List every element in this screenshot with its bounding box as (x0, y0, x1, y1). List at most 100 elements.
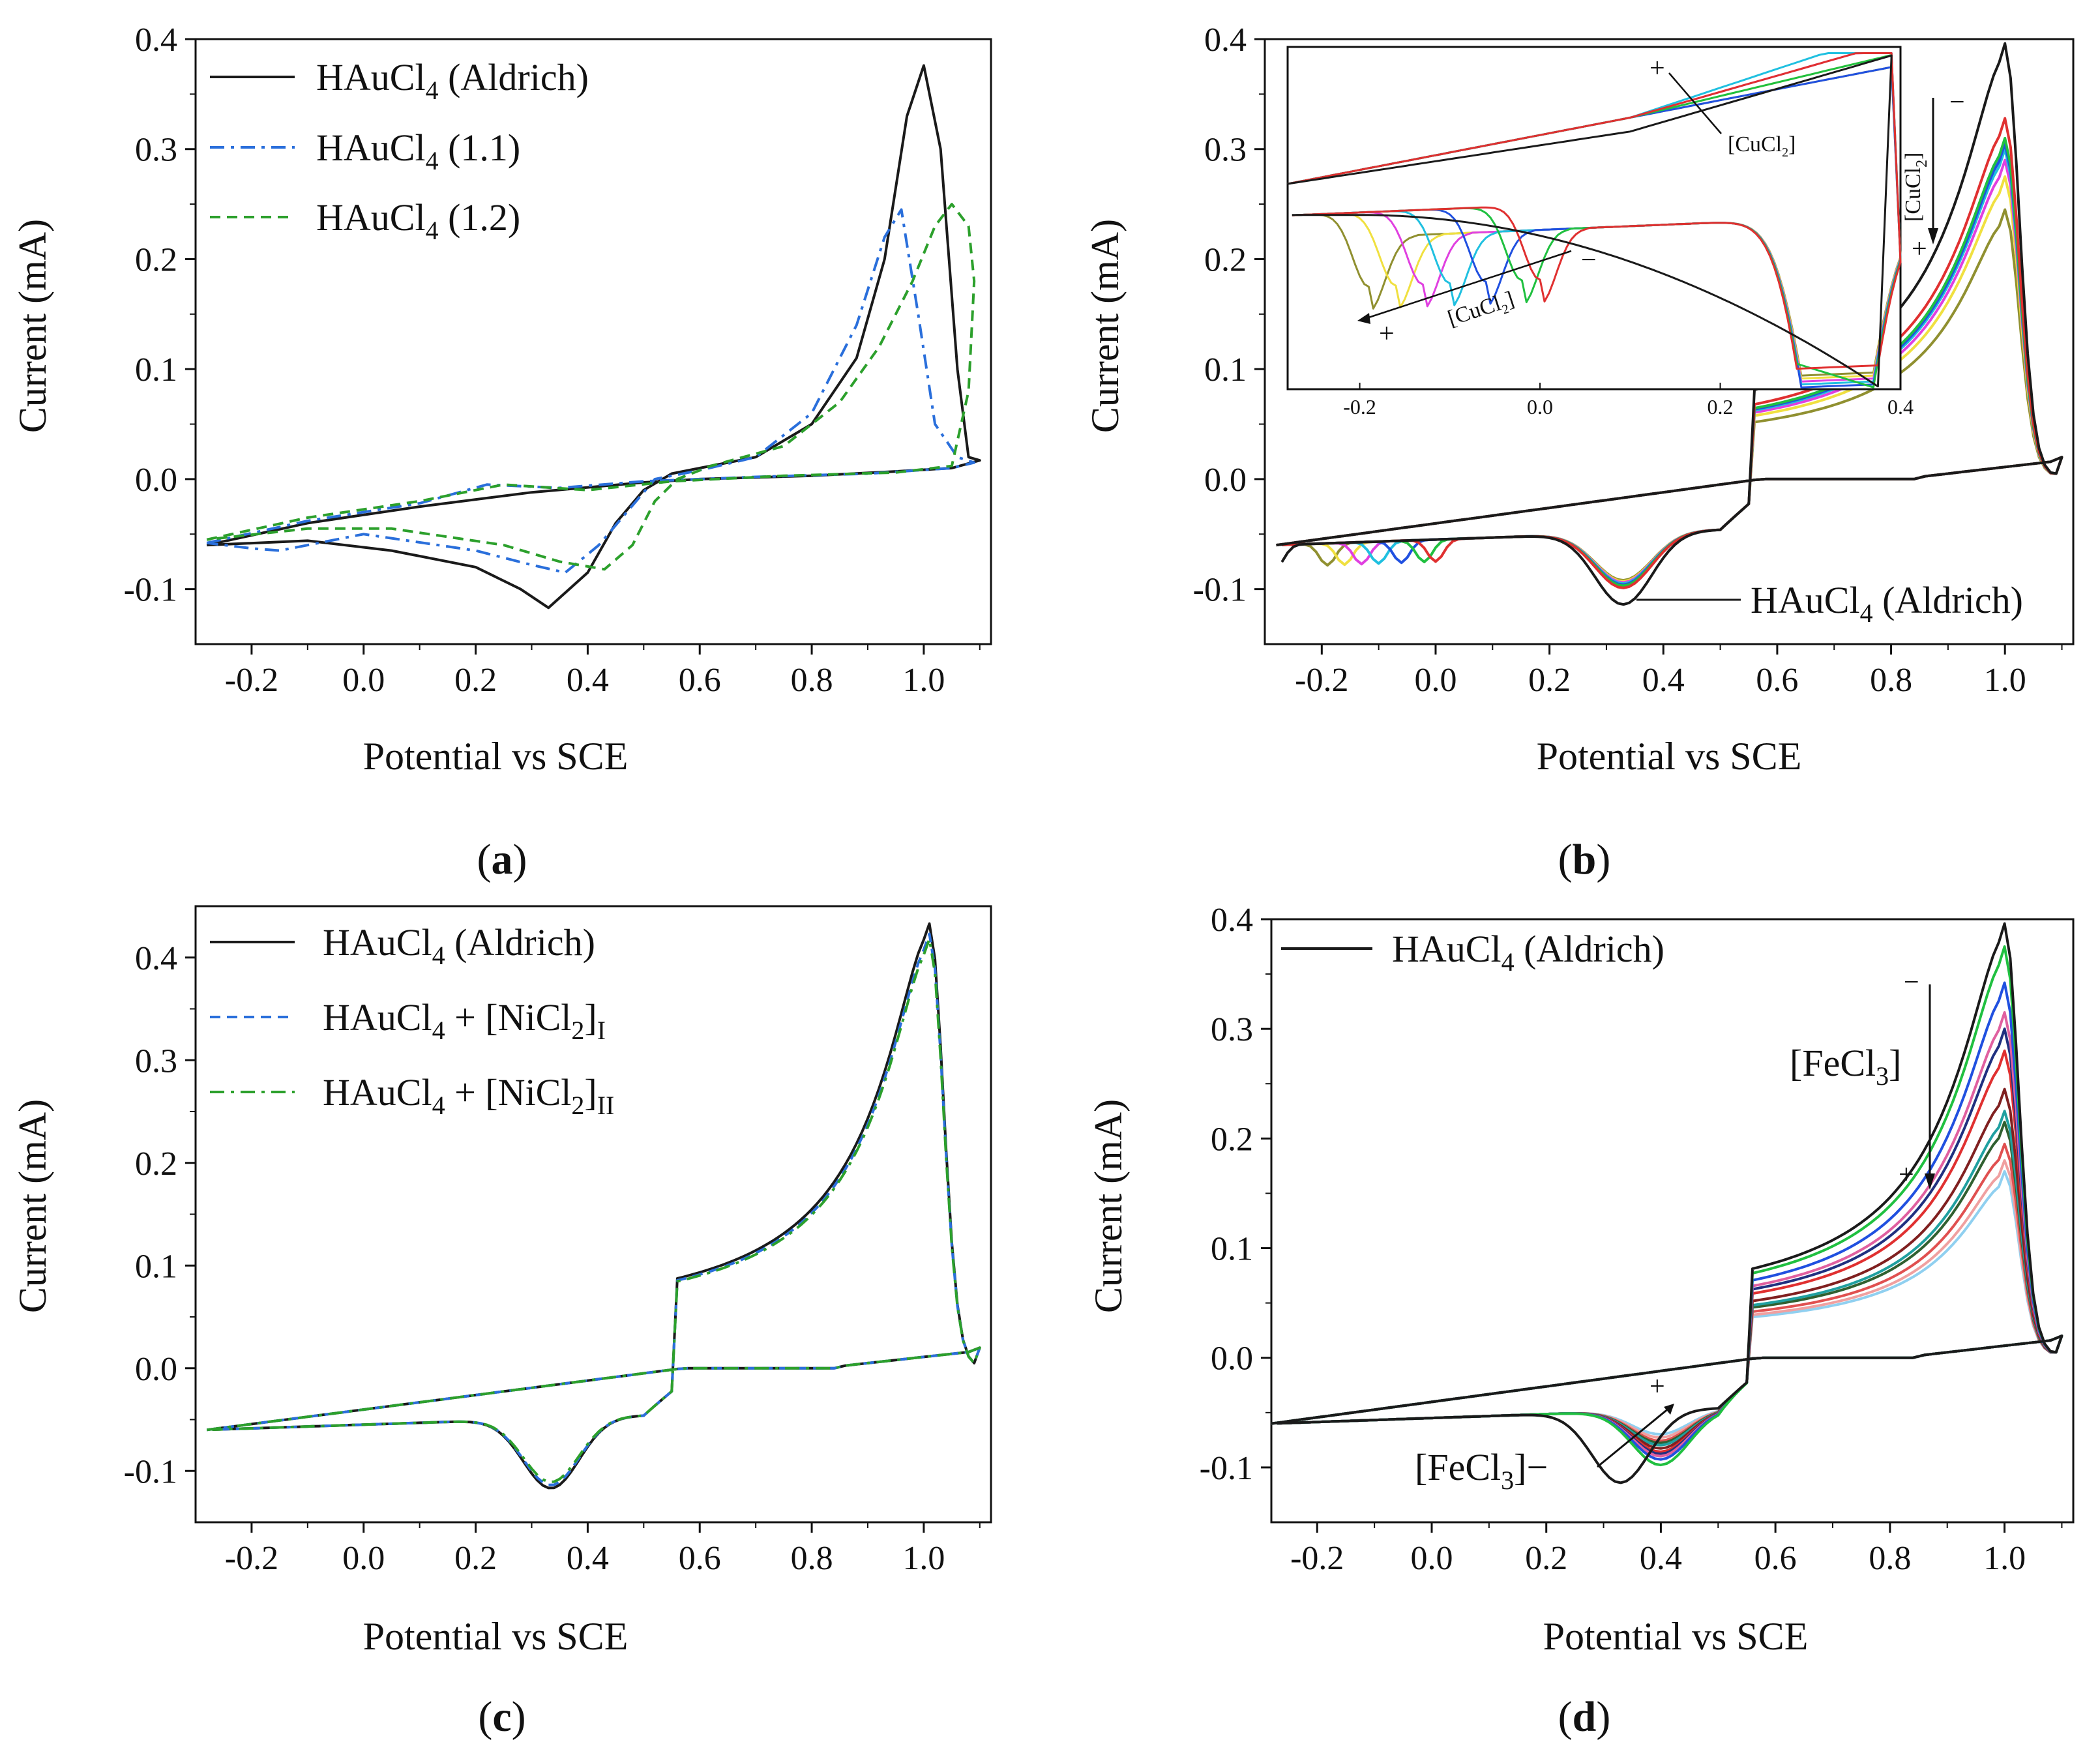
panel-a-ytick-label: 0.0 (135, 462, 177, 499)
panel-a-ytick-label: 0.4 (135, 22, 177, 59)
panel-d-arrow-bottom-head (1664, 1404, 1674, 1415)
panel-d-arrow-bottom-shaft (1597, 1407, 1670, 1468)
panel-d-series-0 (1271, 1170, 2063, 1436)
panel-a-xlabel: Potential vs SCE (363, 735, 629, 778)
panel-b-inset-xtick-label: 0.2 (1708, 395, 1734, 419)
panel-a-legend-text-1: HAuCl4 (1.1) (316, 126, 520, 175)
panel-b-inset-xtick-label: 0.0 (1527, 395, 1553, 419)
panel-b-inset-arrow-top-label: [CuCl2] (1728, 132, 1796, 160)
panel-b-xtick-label: 0.6 (1756, 662, 1798, 699)
panel-b-ytick-label: 0.4 (1204, 22, 1247, 59)
panel-a-xtick-label: 0.2 (454, 662, 497, 699)
panel-c-ticks: -0.2 0.0 0.2 0.4 0.6 0.8 1.0 -0.1 0.0 0.1 0.2 0.3 0.… (124, 940, 981, 1577)
panel-b-xtick-label: 1.0 (1984, 662, 2026, 699)
panel-d-series-2 (1271, 1142, 2063, 1443)
panel-b-arrow-plus: + (1912, 234, 1927, 264)
panel-d-label-close: ) (1596, 1693, 1610, 1741)
panel-b-inset-arrow-top-plus: + (1649, 53, 1665, 83)
panel-d-label-letter: d (1573, 1693, 1597, 1741)
panel-d-arrow-top-plus: + (1899, 1160, 1914, 1190)
panel-a-ylabel: Current (mA) (11, 219, 54, 433)
panel-a-ytick-label: -0.1 (124, 572, 177, 609)
panel-b-ytick-label: 0.3 (1204, 132, 1247, 169)
panel-b-xtick-label: 0.8 (1870, 662, 1912, 699)
panel-b-inset-ticks: -0.2 0.0 0.2 0.4 (1343, 383, 1914, 419)
panel-b-xtick-label: 0.4 (1642, 662, 1685, 699)
panel-c-legend-text-0: HAuCl4 (Aldrich) (323, 921, 595, 970)
panel-d-ticks: -0.2 0.0 0.2 0.4 0.6 0.8 1.0 -0.1 0.0 0.1 0.2 0.3 0.… (1200, 902, 2063, 1577)
panel-c-ytick-label: 0.0 (135, 1351, 177, 1388)
panel-d-xtick-label: 0.2 (1525, 1540, 1567, 1577)
panel-c-xlabel: Potential vs SCE (363, 1615, 629, 1658)
panel-d-legend: HAuCl4 (Aldrich) (1281, 928, 1664, 977)
panel-d-frame (1270, 918, 2075, 1524)
panel-a-label: (a) (477, 836, 527, 883)
panel-a-series-0 (206, 64, 981, 610)
panel-b-label: (b) (1558, 836, 1611, 883)
panel-b-xtick-label: -0.2 (1295, 662, 1348, 699)
panel-d-series-11 (1271, 922, 2063, 1484)
panel-d-arrow-top-minus: − (1904, 967, 1919, 997)
panel-c-legend: HAuCl4 (Aldrich) HAuCl4 + [NiCl2]I HAuCl… (210, 921, 614, 1120)
panel-d-series (1271, 922, 2063, 1484)
panel-b-arrowhead (1928, 228, 1938, 244)
panel-c-xtick-label: -0.2 (225, 1540, 278, 1577)
panel-a-ytick-label: 0.2 (135, 241, 177, 278)
panel-b-ticks: -0.2 0.0 0.2 0.4 0.6 0.8 1.0 -0.1 0.0 0.1 0.2 0.3 0.… (1193, 22, 2063, 699)
panel-d-xtick-label: -0.2 (1290, 1540, 1344, 1577)
panel-b-xlabel: Potential vs SCE (1537, 735, 1802, 778)
panel-d: -0.2 0.0 0.2 0.4 0.6 0.8 1.0 -0.1 0.0 0.1 0.2 0.3 0.… (1087, 902, 2075, 1741)
panel-c: -0.2 0.0 0.2 0.4 0.6 0.8 1.0 -0.1 0.0 0.1 0.2 0.3 0.… (11, 905, 992, 1741)
panel-b-inset-series (1287, 52, 1902, 389)
panel-a-ytick-label: 0.1 (135, 351, 177, 389)
panel-d-legend-text-0: HAuCl4 (Aldrich) (1392, 928, 1664, 977)
panel-d-xtick-label: 0.8 (1869, 1540, 1911, 1577)
panel-b-label-letter: b (1573, 836, 1597, 883)
panel-b-ytick-label: 0.0 (1204, 462, 1247, 499)
panel-b-xtick-label: 0.0 (1414, 662, 1457, 699)
panel-b-inset-arrow-top: + [CuCl2] (1649, 53, 1796, 160)
panel-c-xtick-label: 0.0 (342, 1540, 385, 1577)
panel-d-arrow-bottom-label: [FeCl3]− (1415, 1446, 1548, 1495)
panel-c-ytick-label: 0.2 (135, 1145, 177, 1183)
panel-a-xtick-label: 0.4 (567, 662, 609, 699)
panel-a-axes (194, 38, 992, 645)
panel-a-label-open: ( (477, 836, 492, 883)
panel-d-ytick-label: 0.1 (1211, 1231, 1253, 1268)
panel-a-label-close: ) (513, 836, 527, 883)
panel-b-annotation-text: HAuCl4 (Aldrich) (1751, 579, 2023, 628)
panel-b-inset: -0.2 0.0 0.2 0.4 + [CuCl2] + − [CuCl2] (1286, 46, 1914, 419)
panel-d-xtick-label: 1.0 (1983, 1540, 2026, 1577)
panel-b-inset-arrow-bottom-minus: − (1581, 245, 1597, 275)
panel-a-legend: HAuCl4 (Aldrich) HAuCl4 (1.1) HAuCl4 (1.… (210, 56, 589, 245)
panel-b-arrow-label: [CuCl2] (1901, 153, 1930, 222)
panel-b-inset-frame (1286, 46, 1902, 391)
panel-d-series-8 (1271, 1011, 2063, 1458)
panel-b-label-close: ) (1596, 836, 1610, 883)
panel-b-inset-arrow-bottom-plus: + (1379, 319, 1395, 349)
panel-c-xtick-label: 0.8 (791, 1540, 833, 1577)
panel-a: -0.2 0.0 0.2 0.4 0.6 0.8 1.0 -0.1 0.0 0.1 0.2 0.3 0.… (11, 22, 992, 883)
panel-c-label: (c) (478, 1693, 525, 1741)
panel-c-xtick-label: 1.0 (902, 1540, 945, 1577)
panel-b-frame (1264, 38, 2075, 645)
panel-a-xtick-label: -0.2 (225, 662, 278, 699)
panel-a-legend-text-0: HAuCl4 (Aldrich) (316, 56, 589, 105)
panel-d-ytick-label: 0.0 (1211, 1340, 1253, 1378)
panel-b-inset-series-7 (1287, 54, 1893, 388)
panel-d-series-7 (1271, 1027, 2063, 1456)
panel-c-ytick-label: 0.3 (135, 1042, 177, 1080)
panel-a-xtick-label: 0.8 (791, 662, 833, 699)
panel-b-inset-arrow-top-shaft (1668, 72, 1722, 134)
panel-a-ytick-label: 0.3 (135, 132, 177, 169)
panel-d-label: (d) (1558, 1693, 1611, 1741)
panel-a-legend-text-2: HAuCl4 (1.2) (316, 196, 520, 245)
panel-b-ytick-label: -0.1 (1193, 572, 1247, 609)
panel-d-fecl3-arrow-bottom: + [FeCl3]− (1415, 1372, 1674, 1495)
panel-c-legend-text-1: HAuCl4 + [NiCl2]I (323, 996, 606, 1045)
panel-d-arrow-top-head (1925, 1173, 1935, 1190)
panel-c-ytick-label: -0.1 (124, 1453, 177, 1490)
panel-a-ticks: -0.2 0.0 0.2 0.4 0.6 0.8 1.0 -0.1 0.0 0.1 0.2 0.3 0.… (124, 22, 981, 699)
panel-c-label-letter: c (492, 1693, 511, 1741)
